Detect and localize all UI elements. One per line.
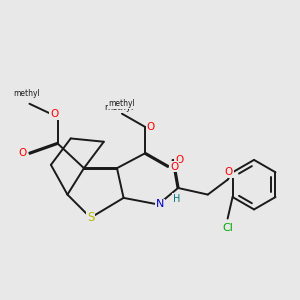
Text: methyl: methyl (104, 103, 133, 112)
Text: O: O (50, 109, 58, 119)
Text: O: O (170, 161, 178, 172)
Text: H: H (173, 194, 180, 203)
Text: O: O (224, 167, 233, 178)
Text: S: S (87, 211, 94, 224)
Text: methyl: methyl (13, 89, 40, 98)
Text: O: O (147, 122, 155, 132)
Text: Cl: Cl (222, 224, 233, 233)
Text: N: N (156, 200, 164, 209)
Text: O: O (18, 148, 26, 158)
Text: O: O (175, 155, 183, 165)
Text: methyl: methyl (109, 99, 135, 108)
